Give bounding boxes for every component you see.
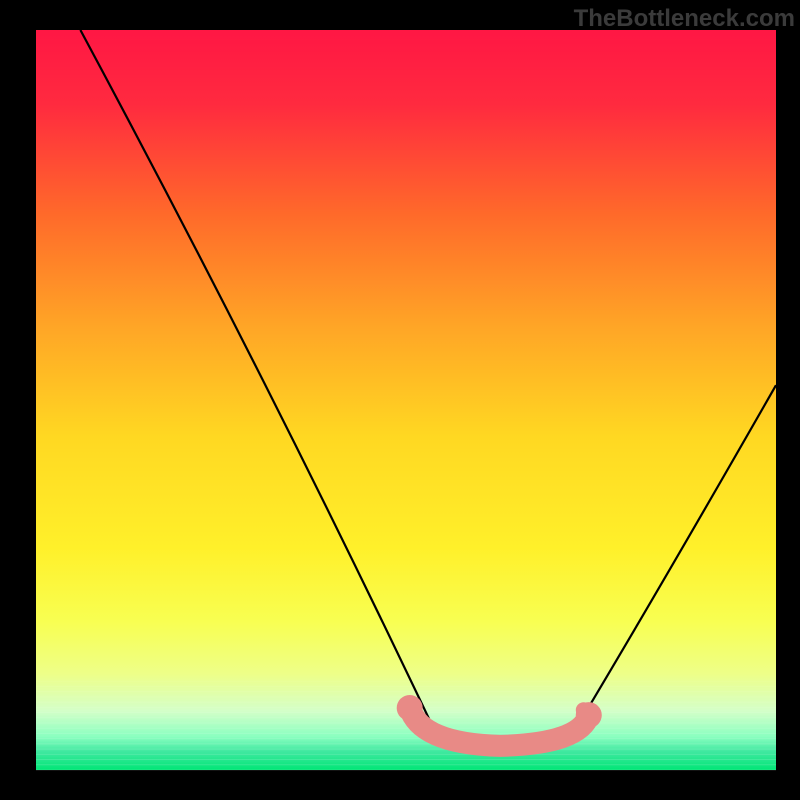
chart-container: TheBottleneck.com — [0, 0, 800, 800]
plot-area — [36, 30, 776, 770]
watermark-text: TheBottleneck.com — [574, 5, 795, 33]
